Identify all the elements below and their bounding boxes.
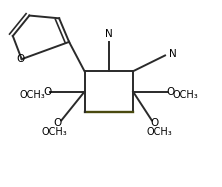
Text: O: O <box>43 87 51 97</box>
Text: N: N <box>105 29 113 39</box>
Text: O: O <box>54 118 62 128</box>
Text: OCH₃: OCH₃ <box>20 90 45 100</box>
Text: O: O <box>166 87 174 97</box>
Text: O: O <box>151 118 159 128</box>
Text: OCH₃: OCH₃ <box>42 127 67 137</box>
Text: O: O <box>16 54 25 64</box>
Text: N: N <box>169 49 176 59</box>
Text: OCH₃: OCH₃ <box>146 127 172 137</box>
Text: OCH₃: OCH₃ <box>173 90 198 100</box>
